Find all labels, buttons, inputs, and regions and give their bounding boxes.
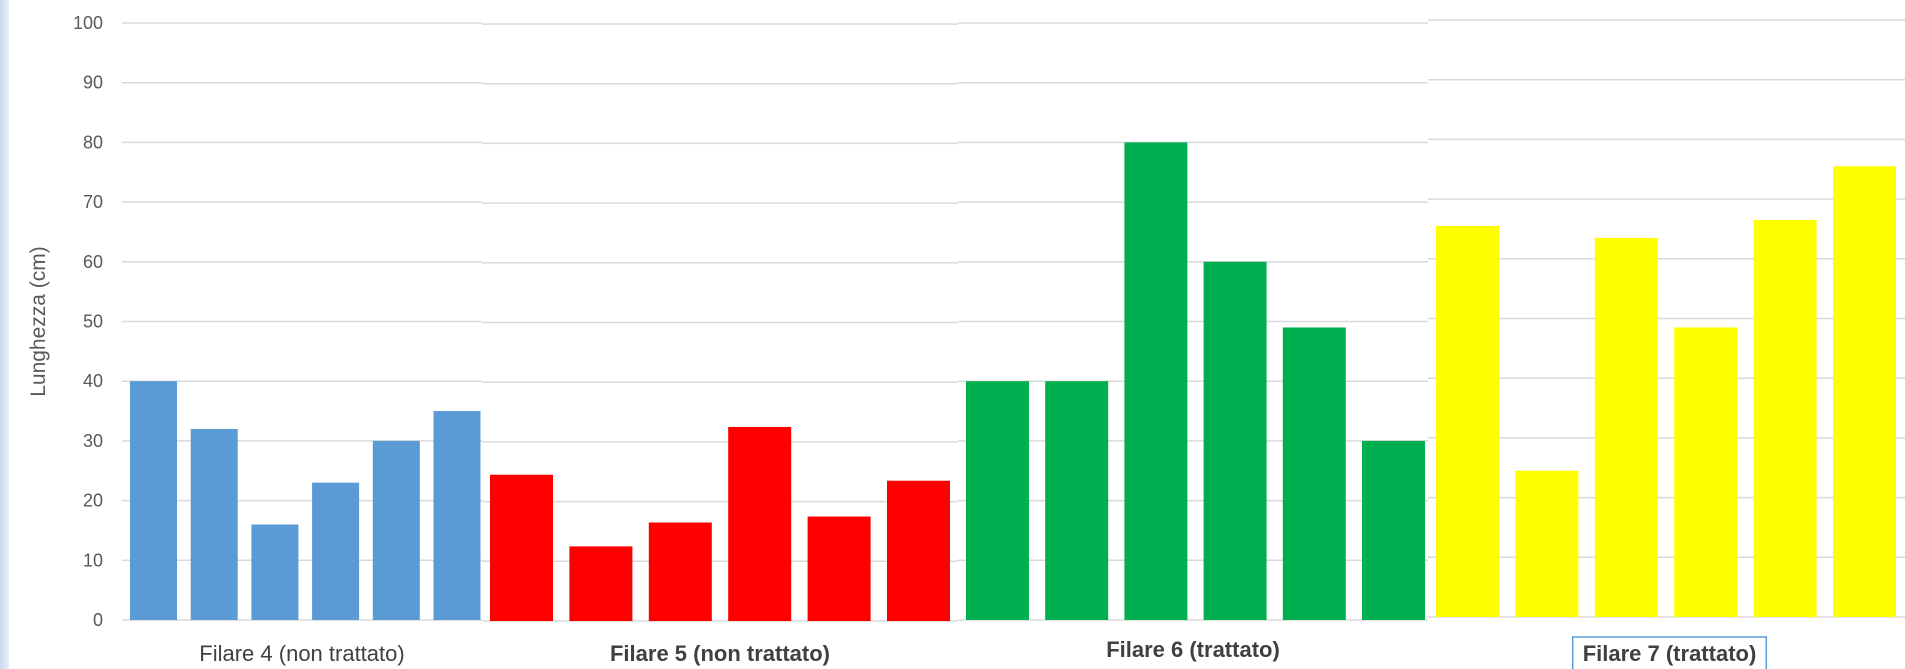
bar bbox=[1204, 262, 1267, 620]
y-tick-label: 10 bbox=[83, 550, 103, 570]
y-tick-label: 60 bbox=[83, 252, 103, 272]
category-label: Filare 4 (non trattato) bbox=[199, 641, 404, 666]
bar bbox=[1595, 238, 1658, 617]
bar bbox=[434, 411, 481, 620]
bar bbox=[1754, 220, 1817, 617]
category-label: Filare 6 (trattato) bbox=[1106, 637, 1280, 662]
y-axis-ticks: 0 10 20 30 40 50 60 70 80 90 100 bbox=[73, 13, 103, 630]
bar bbox=[1436, 226, 1499, 617]
bar bbox=[191, 429, 238, 620]
bar bbox=[569, 546, 632, 621]
y-axis-title: Lunghezza (cm) bbox=[27, 246, 50, 397]
bar bbox=[1833, 166, 1896, 617]
bar bbox=[130, 381, 177, 620]
bar bbox=[887, 481, 950, 621]
bar bbox=[649, 522, 712, 621]
y-tick-label: 40 bbox=[83, 371, 103, 391]
bar bbox=[1674, 327, 1737, 617]
y-tick-label: 100 bbox=[73, 13, 103, 33]
y-tick-label: 80 bbox=[83, 132, 103, 152]
bar bbox=[966, 381, 1029, 620]
category-labels: Filare 4 (non trattato) Filare 5 (non tra… bbox=[199, 637, 1766, 669]
y-tick-label: 30 bbox=[83, 431, 103, 451]
y-tick-label: 0 bbox=[93, 610, 103, 630]
bar bbox=[1045, 381, 1108, 620]
bar bbox=[1124, 142, 1187, 620]
category-label: Filare 5 (non trattato) bbox=[610, 641, 830, 666]
bar bbox=[251, 524, 298, 620]
bar bbox=[490, 475, 553, 621]
bar bbox=[808, 517, 871, 621]
bar bbox=[373, 441, 420, 620]
bar bbox=[1283, 327, 1346, 620]
y-tick-label: 20 bbox=[83, 491, 103, 511]
category-label: Filare 7 (trattato) bbox=[1583, 641, 1757, 666]
bar bbox=[312, 483, 359, 620]
y-tick-label: 50 bbox=[83, 312, 103, 332]
bar bbox=[1515, 471, 1578, 617]
y-tick-label: 70 bbox=[83, 192, 103, 212]
bar bbox=[1362, 441, 1425, 620]
y-tick-label: 90 bbox=[83, 73, 103, 93]
bar bbox=[728, 427, 791, 621]
